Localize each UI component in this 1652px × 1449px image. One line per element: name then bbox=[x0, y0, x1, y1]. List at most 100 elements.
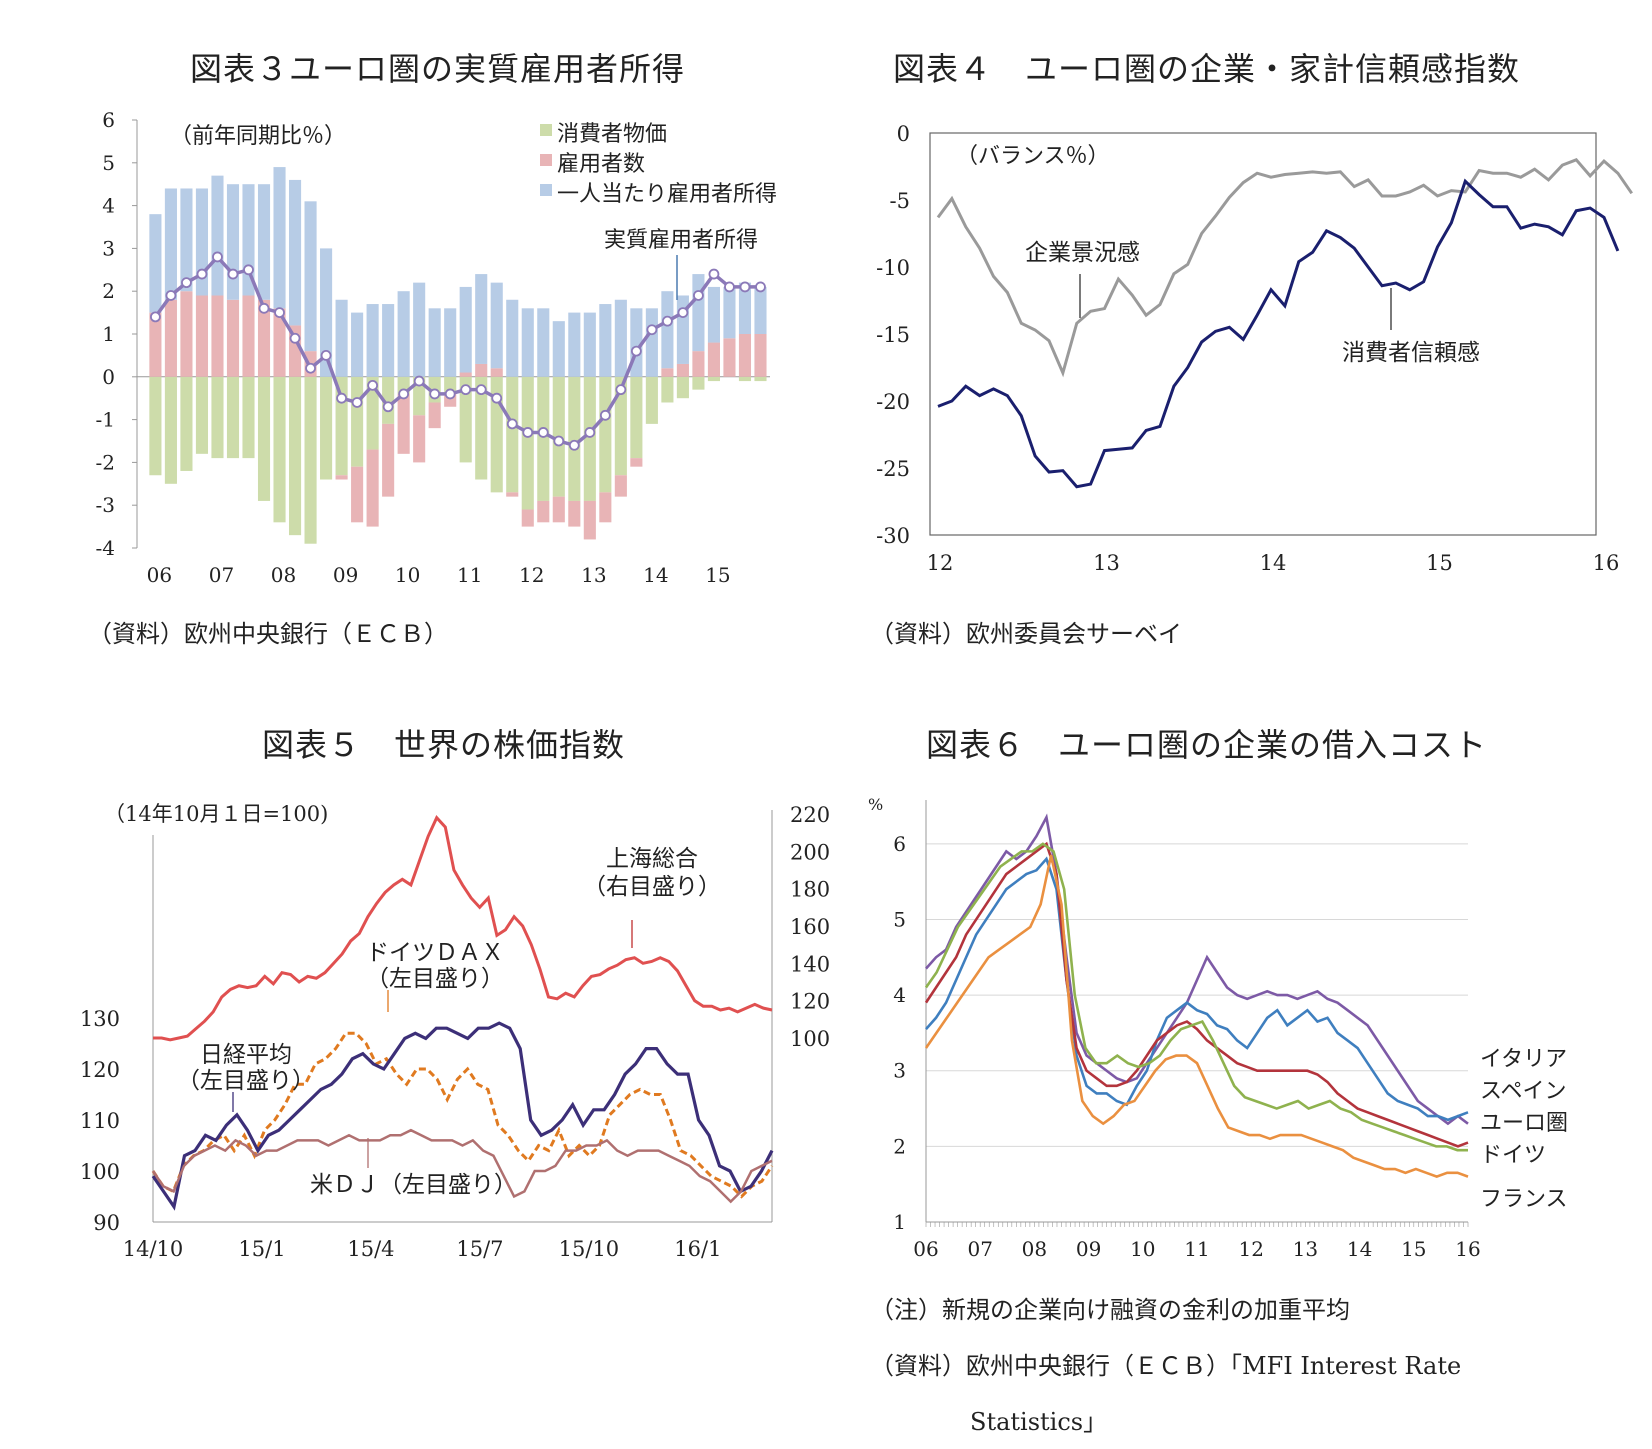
chart3-bar-employment bbox=[738, 334, 752, 377]
chart3-real-income-point bbox=[336, 392, 347, 404]
chart6-x-tick-label: 09 bbox=[1076, 1237, 1101, 1261]
chart6-title: 図表６ ユーロ圏の企業の借入コスト bbox=[926, 726, 1488, 764]
chart5-left-tick-label: 100 bbox=[80, 1160, 120, 1184]
chart3-bar-wage bbox=[506, 299, 519, 377]
chart3-real-income-point bbox=[289, 332, 301, 344]
chart4-consumer-label: 消費者信頼感 bbox=[1342, 340, 1480, 366]
chart6-x-tick-label: 13 bbox=[1293, 1237, 1318, 1261]
chart3-bar-cpi bbox=[366, 376, 379, 450]
chart3-y-tick-label: -1 bbox=[96, 408, 115, 432]
chart3-bar-employment bbox=[552, 496, 565, 523]
chart3-bar-cpi bbox=[257, 376, 271, 501]
chart3-bar-wage bbox=[335, 299, 348, 377]
chart3-x-tick-label: 06 bbox=[147, 563, 172, 587]
chart6-spain-line bbox=[925, 856, 1469, 1122]
chart3-real-income-point bbox=[429, 388, 441, 400]
chart5-dax-axis-note: （左目盛り） bbox=[366, 966, 504, 992]
chart3-bar-employment bbox=[707, 342, 720, 377]
chart3-bar-cpi bbox=[226, 376, 240, 459]
chart3-bar-cpi bbox=[211, 376, 224, 459]
chart3-bar-employment bbox=[428, 402, 441, 429]
chart4-business-line bbox=[936, 158, 1633, 378]
chart3-bar-cpi bbox=[630, 376, 643, 459]
chart4-business-label: 企業景況感 bbox=[1025, 240, 1140, 266]
chart3-bar-cpi bbox=[568, 376, 581, 501]
chart3-y-tick-label: 2 bbox=[102, 279, 115, 303]
chart6-note: （注）新規の企業向け融資の金利の加重平均 bbox=[870, 1296, 1350, 1324]
chart3-legend-swatch bbox=[540, 124, 552, 136]
chart3-y-tick-label: -3 bbox=[96, 493, 115, 517]
chart6-x-tick-label: 11 bbox=[1184, 1237, 1209, 1261]
chart3-real-income-point bbox=[584, 427, 596, 438]
chart3-real-income-point bbox=[506, 418, 518, 430]
chart3-bar-employment bbox=[661, 368, 674, 377]
chart3-bar-wage bbox=[521, 308, 534, 377]
chart4-title: 図表４ ユーロ圏の企業・家計信頼感指数 bbox=[893, 50, 1521, 88]
chart3-bar-cpi bbox=[738, 376, 752, 382]
chart6-y-tick-label: 4 bbox=[893, 983, 906, 1007]
chart3-real-income-point bbox=[460, 384, 472, 396]
chart3-bar-cpi bbox=[676, 376, 689, 399]
chart3-bar-wage bbox=[707, 286, 720, 343]
chart3-bar-employment bbox=[568, 500, 581, 527]
chart4-consumer-line bbox=[937, 178, 1620, 489]
chart3-bar-cpi bbox=[692, 376, 705, 390]
chart3-bar-wage bbox=[537, 308, 550, 377]
chart3-callout-label: 実質雇用者所得 bbox=[604, 228, 758, 253]
chart4-x-tick-label: 16 bbox=[1593, 551, 1620, 575]
chart5-right-tick-label: 220 bbox=[790, 803, 830, 827]
chart3-bar-employment bbox=[273, 308, 286, 377]
chart3-bar-employment bbox=[521, 509, 534, 527]
chart5-x-tick-label: 15/7 bbox=[456, 1237, 503, 1261]
chart6-y-tick-label: 2 bbox=[893, 1134, 906, 1158]
chart3-real-income-point bbox=[150, 311, 161, 323]
chart3-real-income-point bbox=[553, 435, 565, 447]
chart3-bar-cpi bbox=[273, 376, 286, 523]
chart3-real-income-point bbox=[724, 281, 735, 293]
chart3-x-tick-label: 08 bbox=[271, 563, 296, 587]
chart5-right-tick-label: 160 bbox=[790, 915, 830, 939]
chart3-bar-wage bbox=[444, 308, 457, 377]
chart6-x-tick-label: 14 bbox=[1347, 1237, 1372, 1261]
chart6-eurozone-line bbox=[924, 841, 1469, 1148]
chart6-y-tick-label: 3 bbox=[893, 1059, 906, 1083]
chart3-real-income-point bbox=[677, 307, 689, 319]
chart3-real-income-point bbox=[693, 290, 704, 301]
chart3-source: （資料）欧州中央銀行（ＥＣＢ） bbox=[88, 620, 448, 648]
chart3-bar-employment bbox=[599, 492, 612, 523]
chart3-real-income-point bbox=[708, 268, 720, 280]
chart3-legend-label: 一人当たり雇用者所得 bbox=[557, 182, 777, 207]
chart3-bar-employment bbox=[475, 363, 488, 377]
chart3-real-income-point bbox=[522, 427, 534, 438]
chart6-unit: % bbox=[868, 795, 883, 814]
chart5-x-tick-label: 16/1 bbox=[674, 1237, 721, 1261]
chart3-y-tick-label: 3 bbox=[102, 236, 115, 260]
chart5-nikkei-line bbox=[151, 1021, 774, 1211]
chart3-bar-cpi bbox=[583, 376, 596, 501]
chart3-legend-label: 消費者物価 bbox=[557, 122, 667, 147]
chart3-real-income-point bbox=[413, 375, 425, 387]
chart4-x-tick-label: 15 bbox=[1426, 551, 1453, 575]
chart3-real-income-point bbox=[661, 315, 673, 327]
chart6-france-line bbox=[924, 854, 1469, 1179]
chart3-real-income-point bbox=[367, 379, 379, 391]
chart3-real-income-point bbox=[491, 392, 503, 404]
chart3-bar-wage bbox=[211, 175, 224, 296]
chart3-bar-employment bbox=[754, 334, 767, 377]
chart3-unit-note: （前年同期比％） bbox=[170, 124, 346, 149]
chart3-bar-cpi bbox=[195, 376, 209, 454]
chart3-legend-swatch bbox=[540, 184, 552, 196]
chart3-bar-cpi bbox=[413, 376, 426, 416]
chart4-y-tick-label: -15 bbox=[876, 323, 910, 347]
chart3-bar-cpi bbox=[599, 376, 612, 493]
chart3-bar-cpi bbox=[304, 376, 317, 544]
chart3-real-income-point bbox=[755, 281, 766, 293]
chart3-x-tick-label: 07 bbox=[209, 563, 234, 587]
chart3-real-income-point bbox=[165, 290, 177, 301]
chart3-bar-employment bbox=[257, 299, 271, 377]
chart5-shanghai-axis-note: （右目盛り） bbox=[583, 874, 721, 900]
chart3-y-tick-label: 1 bbox=[102, 322, 115, 346]
chart6-x-tick-label: 08 bbox=[1022, 1237, 1047, 1261]
